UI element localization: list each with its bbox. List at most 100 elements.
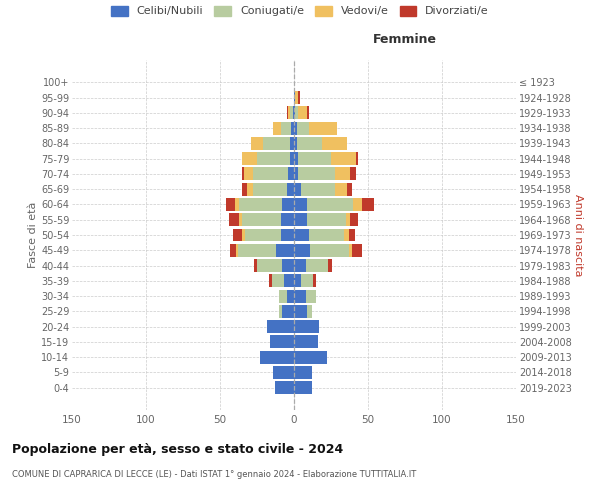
Bar: [349, 228, 355, 241]
Bar: [350, 168, 356, 180]
Bar: [294, 137, 297, 150]
Bar: [251, 137, 263, 150]
Bar: [233, 228, 242, 241]
Bar: [290, 106, 293, 120]
Bar: [331, 152, 356, 165]
Bar: [290, 152, 294, 165]
Bar: [281, 228, 294, 241]
Bar: [328, 259, 332, 272]
Bar: [287, 182, 294, 196]
Bar: [238, 244, 276, 256]
Bar: [294, 290, 306, 302]
Bar: [279, 290, 287, 302]
Bar: [294, 106, 295, 120]
Bar: [242, 168, 244, 180]
Bar: [287, 290, 294, 302]
Bar: [260, 350, 294, 364]
Bar: [281, 122, 291, 134]
Bar: [294, 152, 298, 165]
Bar: [356, 152, 358, 165]
Bar: [290, 137, 294, 150]
Bar: [229, 214, 239, 226]
Bar: [306, 290, 316, 302]
Bar: [362, 198, 374, 211]
Text: Femmine: Femmine: [373, 33, 437, 46]
Bar: [236, 244, 238, 256]
Bar: [294, 91, 295, 104]
Bar: [307, 106, 309, 120]
Bar: [310, 244, 349, 256]
Bar: [313, 274, 316, 287]
Bar: [284, 274, 294, 287]
Bar: [244, 168, 253, 180]
Bar: [309, 122, 337, 134]
Bar: [344, 228, 349, 241]
Bar: [242, 228, 245, 241]
Bar: [298, 152, 331, 165]
Bar: [297, 122, 309, 134]
Bar: [335, 182, 347, 196]
Bar: [295, 106, 298, 120]
Bar: [350, 214, 358, 226]
Bar: [294, 198, 307, 211]
Bar: [294, 168, 298, 180]
Bar: [307, 214, 346, 226]
Bar: [253, 182, 287, 196]
Bar: [273, 122, 281, 134]
Bar: [288, 168, 294, 180]
Bar: [294, 350, 326, 364]
Bar: [287, 106, 288, 120]
Bar: [306, 259, 328, 272]
Bar: [263, 137, 290, 150]
Bar: [253, 168, 288, 180]
Bar: [245, 228, 281, 241]
Bar: [294, 305, 307, 318]
Bar: [257, 152, 290, 165]
Bar: [294, 274, 301, 287]
Bar: [346, 214, 350, 226]
Bar: [242, 214, 281, 226]
Bar: [294, 182, 301, 196]
Bar: [242, 182, 247, 196]
Bar: [247, 182, 253, 196]
Bar: [281, 214, 294, 226]
Legend: Celibi/Nubili, Coniugati/e, Vedovi/e, Divorziati/e: Celibi/Nubili, Coniugati/e, Vedovi/e, Di…: [111, 6, 489, 16]
Bar: [294, 320, 319, 333]
Bar: [294, 381, 312, 394]
Bar: [269, 274, 272, 287]
Bar: [291, 122, 294, 134]
Bar: [307, 198, 353, 211]
Bar: [271, 336, 294, 348]
Bar: [295, 91, 298, 104]
Bar: [294, 244, 310, 256]
Bar: [239, 198, 282, 211]
Bar: [226, 198, 235, 211]
Bar: [230, 244, 236, 256]
Bar: [242, 152, 257, 165]
Bar: [294, 228, 309, 241]
Bar: [282, 259, 294, 272]
Bar: [294, 214, 307, 226]
Bar: [301, 182, 335, 196]
Bar: [294, 336, 317, 348]
Bar: [293, 106, 294, 120]
Bar: [254, 259, 257, 272]
Bar: [349, 244, 352, 256]
Bar: [273, 366, 294, 379]
Text: Popolazione per età, sesso e stato civile - 2024: Popolazione per età, sesso e stato civil…: [12, 442, 343, 456]
Bar: [297, 137, 322, 150]
Bar: [282, 305, 294, 318]
Bar: [335, 168, 350, 180]
Bar: [275, 381, 294, 394]
Y-axis label: Fasce di età: Fasce di età: [28, 202, 38, 268]
Bar: [282, 198, 294, 211]
Bar: [294, 122, 297, 134]
Bar: [239, 214, 242, 226]
Bar: [298, 106, 307, 120]
Bar: [272, 274, 284, 287]
Bar: [268, 320, 294, 333]
Bar: [298, 168, 335, 180]
Bar: [294, 259, 306, 272]
Y-axis label: Anni di nascita: Anni di nascita: [573, 194, 583, 276]
Bar: [298, 91, 300, 104]
